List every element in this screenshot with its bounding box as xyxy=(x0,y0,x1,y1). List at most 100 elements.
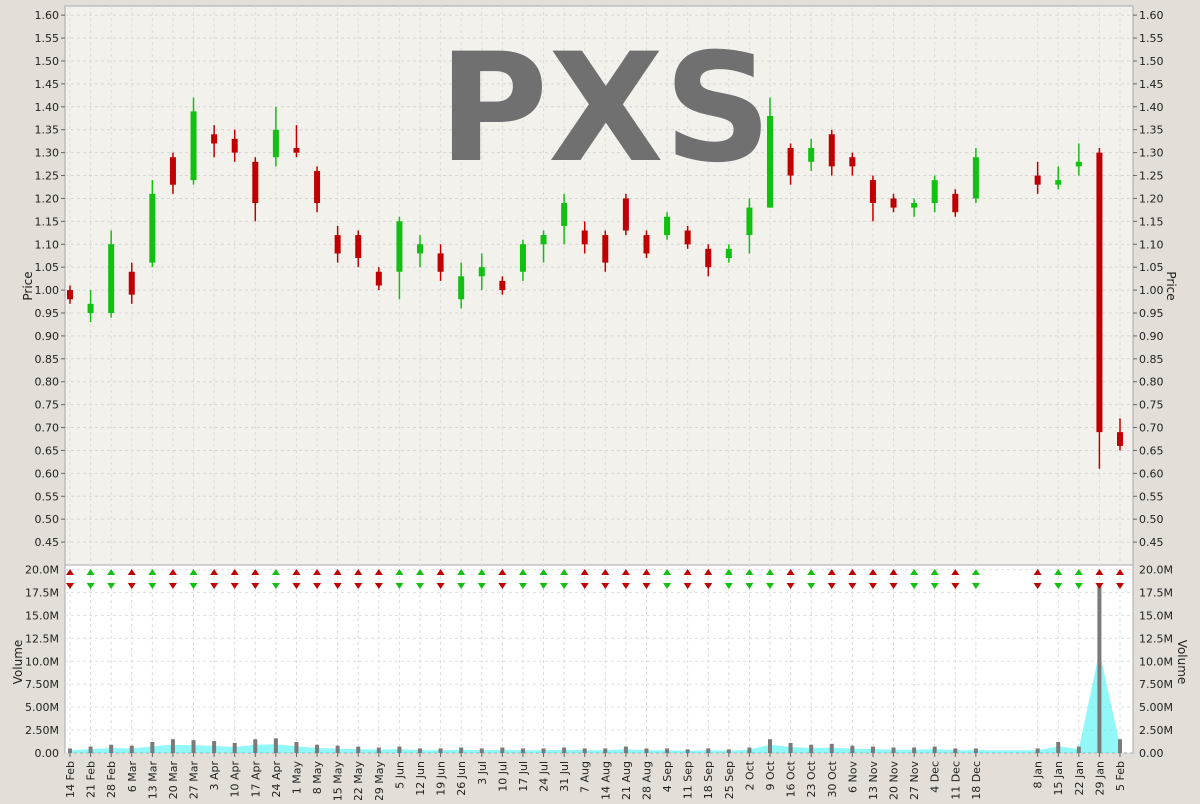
price-candle-body xyxy=(293,148,300,153)
signal-marker-up xyxy=(251,569,260,575)
volume-bar xyxy=(150,741,155,753)
signal-marker-down xyxy=(127,583,136,589)
volume-bar xyxy=(788,742,793,753)
signal-marker-up xyxy=(951,569,960,575)
signal-marker-down xyxy=(498,583,507,589)
signal-marker-up xyxy=(168,569,177,575)
signal-marker-down xyxy=(148,583,157,589)
price-candle-body xyxy=(746,207,753,236)
x-tick-label: 17 Apr xyxy=(249,761,262,798)
signal-marker-up xyxy=(766,569,774,575)
volume-bar xyxy=(953,748,958,753)
signal-marker-up xyxy=(148,569,157,575)
volume-tick-label-left: 10.0M xyxy=(25,655,59,668)
signal-marker-down xyxy=(66,583,74,589)
volume-tick-label-right: 17.5M xyxy=(1139,587,1173,600)
price-tick-label-right: 1.60 xyxy=(1139,9,1164,22)
chart-title: PXS xyxy=(438,22,772,196)
signal-marker-down xyxy=(930,583,939,589)
price-candle-body xyxy=(87,303,94,313)
price-axis-label-left: Price xyxy=(21,271,35,300)
volume-bar xyxy=(912,747,917,753)
x-tick-label: 25 Sep xyxy=(723,761,736,799)
signal-marker-down xyxy=(477,583,486,589)
price-tick-label-right: 1.05 xyxy=(1139,261,1164,274)
volume-bar xyxy=(1118,739,1122,753)
signal-marker-down xyxy=(168,583,177,589)
x-tick-label: 12 Jun xyxy=(414,761,427,796)
price-candle-body xyxy=(540,235,547,245)
price-candle-body xyxy=(396,221,403,272)
price-tick-label-left: 0.60 xyxy=(35,467,60,480)
volume-tick-label-left: 12.5M xyxy=(25,632,59,645)
price-tick-label-right: 1.40 xyxy=(1139,101,1164,114)
volume-tick-label-right: 2.50M xyxy=(1139,724,1173,737)
signal-marker-down xyxy=(889,583,898,589)
signal-marker-up xyxy=(971,569,980,575)
volume-axis-label-left: Volume xyxy=(11,640,25,685)
volume-bar xyxy=(870,746,875,753)
signal-marker-down xyxy=(1074,583,1083,589)
x-tick-label: 17 Jul xyxy=(517,761,530,792)
signal-marker-down xyxy=(807,583,816,589)
volume-bar xyxy=(1076,746,1081,753)
signal-marker-up xyxy=(66,569,74,575)
volume-bar xyxy=(829,743,834,753)
signal-marker-up xyxy=(127,569,136,575)
price-candle-body xyxy=(767,115,773,208)
x-tick-label: 28 Feb xyxy=(105,761,118,798)
x-tick-label: 3 Jul xyxy=(476,761,489,785)
signal-marker-down xyxy=(766,583,774,589)
signal-marker-down xyxy=(107,583,116,589)
price-tick-label-right: 0.85 xyxy=(1139,353,1164,366)
signal-marker-up xyxy=(745,569,754,575)
price-tick-label-right: 1.20 xyxy=(1139,192,1164,205)
price-tick-label-left: 1.25 xyxy=(35,170,60,183)
price-candle-body xyxy=(190,111,197,181)
price-tick-label-right: 1.00 xyxy=(1139,284,1164,297)
volume-bar xyxy=(747,747,752,753)
signal-marker-down xyxy=(642,583,651,589)
signal-marker-up xyxy=(498,569,507,575)
price-panel xyxy=(64,5,1134,566)
signal-marker-down xyxy=(374,583,383,589)
y-axes: 0.45 0.45 0.50 0.50 0.55 0.55 0.60 0.60 0.65 0.65… xyxy=(25,9,1173,760)
x-tick-label: 27 Mar xyxy=(188,761,201,800)
volume-bar xyxy=(891,747,896,753)
price-axis-label-right: Price xyxy=(1164,271,1178,300)
signal-marker-up xyxy=(889,569,898,575)
volume-axis-label-right: Volume xyxy=(1175,640,1189,685)
x-tick-label: 21 Feb xyxy=(85,761,98,798)
price-candle-body xyxy=(705,248,712,268)
volume-bar xyxy=(109,744,114,753)
x-tick-label: 8 Jan xyxy=(1032,761,1045,788)
x-tick-label: 20 Mar xyxy=(167,761,180,800)
signal-marker-down xyxy=(333,583,342,589)
x-tick-label: 22 May xyxy=(352,761,365,800)
price-candle-body xyxy=(149,193,156,263)
x-tick-label: 18 Sep xyxy=(702,761,715,799)
signal-marker-up xyxy=(868,569,877,575)
signal-marker-down xyxy=(251,583,260,589)
x-tick-label: 5 Feb xyxy=(1114,761,1127,791)
volume-bar xyxy=(520,748,525,753)
signal-marker-down xyxy=(271,583,280,589)
signal-marker-down xyxy=(724,583,733,589)
price-candle-body xyxy=(314,170,321,204)
x-tick-label: 24 Apr xyxy=(270,761,283,798)
x-tick-label: 3 Apr xyxy=(208,761,221,791)
price-tick-label-right: 0.75 xyxy=(1139,399,1164,412)
signal-marker-up xyxy=(704,569,713,575)
volume-bar xyxy=(438,748,443,753)
signal-marker-down xyxy=(457,583,466,589)
x-tick-label: 11 Sep xyxy=(682,761,695,799)
price-candle-body xyxy=(67,290,73,300)
price-candle-body xyxy=(849,157,856,167)
volume-bar xyxy=(685,749,690,753)
signal-marker-down xyxy=(189,583,198,589)
price-candle-body xyxy=(890,198,897,208)
price-tick-label-left: 0.45 xyxy=(35,536,60,549)
signal-marker-up xyxy=(292,569,301,575)
volume-tick-label-right: 20.0M xyxy=(1139,564,1173,577)
price-tick-label-right: 1.30 xyxy=(1139,147,1164,160)
